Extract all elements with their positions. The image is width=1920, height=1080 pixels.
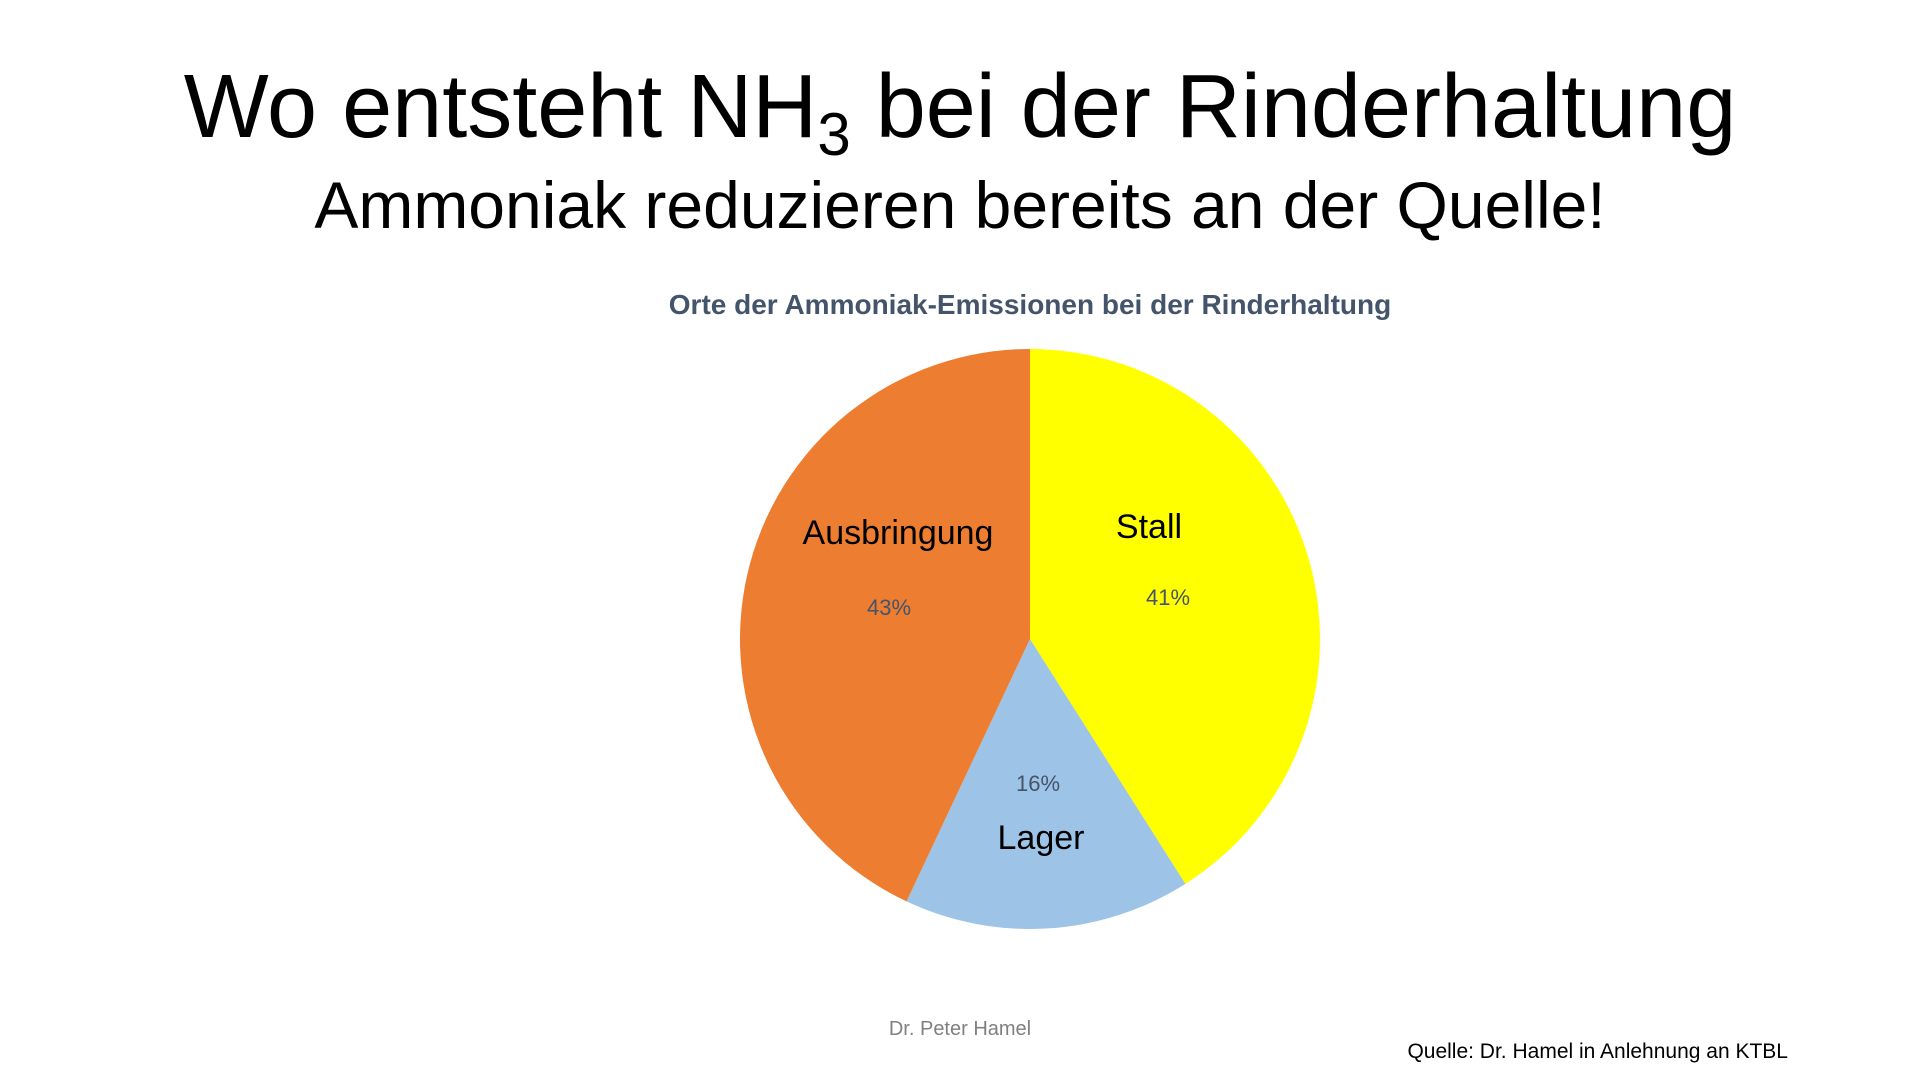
pie-slice-stall: [1030, 349, 1320, 884]
slice-label: Stall: [1116, 508, 1182, 546]
title-subscript: 3: [817, 101, 851, 168]
slice-value-label: 41%: [1146, 585, 1190, 610]
author-footer: Dr. Peter Hamel: [888, 1018, 1032, 1040]
slide-title: Wo entsteht NH3 bei der Rinderhaltung: [0, 62, 1920, 165]
slice-value-label: 16%: [1016, 771, 1060, 796]
source-note: Quelle: Dr. Hamel in Anlehnung an KTBL: [1407, 1040, 1788, 1063]
slice-value-label: 43%: [867, 595, 911, 620]
title-text-rest: bei der Rinderhaltung: [850, 57, 1737, 157]
slice-label: Lager: [998, 819, 1085, 857]
pie-slice-ausbringung: [740, 349, 1030, 902]
chart-title: Orte der Ammoniak-Emissionen bei der Rin…: [668, 289, 1392, 320]
pie-slice-lager: [906, 639, 1186, 929]
title-text: Wo entsteht NH: [183, 57, 818, 157]
slide-subtitle: Ammoniak reduzieren bereits an der Quell…: [314, 168, 1606, 242]
slice-label: Ausbringung: [803, 514, 994, 552]
